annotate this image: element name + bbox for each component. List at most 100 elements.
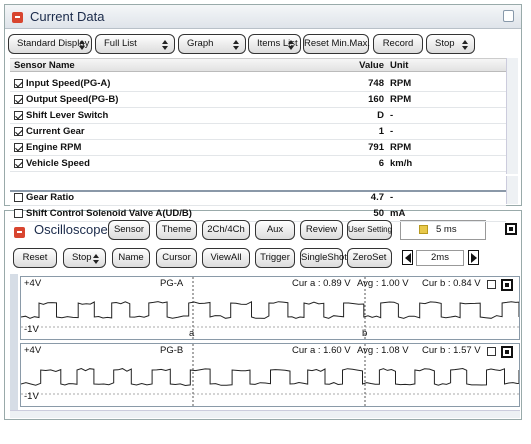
sensor-unit: RPM [390, 78, 412, 89]
channel-name: PG-A [160, 278, 184, 289]
toolbar-button[interactable]: User Setting [347, 220, 392, 240]
sensor-name: Output Speed(PG-B) [26, 94, 119, 105]
toolbar-button[interactable]: ViewAll [202, 248, 250, 268]
cursor-b-value: Cur b : 0.84 V [422, 278, 481, 289]
toolbar-button[interactable]: Sensor [108, 220, 150, 240]
side-tab [10, 274, 18, 410]
sensor-name: Shift Lever Switch [26, 110, 109, 121]
toolbar-button[interactable]: Stop [63, 248, 106, 268]
channel-name: PG-B [160, 345, 184, 356]
toolbar-button[interactable]: Items List [248, 34, 301, 54]
row [10, 92, 506, 108]
toolbar-button[interactable]: Name [112, 248, 150, 268]
sensor-name: Current Gear [26, 126, 85, 137]
row [10, 124, 506, 140]
timebase-label: 2ms [431, 252, 449, 263]
panel-toggle[interactable] [503, 10, 514, 22]
row [10, 156, 506, 172]
sensor-name: Gear Ratio [26, 192, 75, 203]
toolbar-button[interactable]: Full List [95, 34, 175, 54]
cursor-label: b [362, 328, 368, 339]
waveform-area [21, 277, 519, 339]
toolbar-button[interactable]: Review [300, 220, 343, 240]
sensor-value: 50 [373, 208, 384, 219]
time-label: 5 ms [436, 224, 457, 235]
prev-button[interactable] [402, 250, 413, 265]
toolbar-button[interactable]: SingleShot [300, 248, 347, 268]
waveform [21, 367, 519, 387]
sensor-name: Shift Control Solenoid Valve A(UD/B) [26, 208, 192, 219]
checkbox[interactable] [14, 127, 23, 136]
toolbar-button[interactable]: Stop [426, 34, 475, 54]
current-data-header [5, 5, 521, 29]
sensor-value: D [377, 110, 384, 121]
panel-icon [14, 227, 25, 238]
sensor-value: 791 [368, 142, 384, 153]
row [10, 140, 506, 156]
column-header: Sensor Name [14, 60, 75, 71]
scrollbar[interactable] [506, 176, 518, 204]
sensor-unit: mA [390, 208, 406, 219]
stop-square[interactable] [505, 223, 517, 235]
toolbar-button[interactable]: Reset [13, 248, 57, 268]
toolbar-button[interactable]: Trigger [255, 248, 295, 268]
checkbox[interactable] [14, 143, 23, 152]
cursor-a-value: Cur a : 0.89 V [292, 278, 351, 289]
checkbox[interactable] [14, 159, 23, 168]
checkbox[interactable] [14, 209, 23, 218]
sensor-value: 6 [378, 158, 384, 169]
toolbar-button[interactable]: Aux [255, 220, 295, 240]
sensor-unit: - [390, 192, 394, 203]
row [10, 76, 506, 92]
sensor-name: Input Speed(PG-A) [26, 78, 111, 89]
toolbar-button[interactable]: Theme [156, 220, 197, 240]
scrollbar[interactable] [506, 58, 518, 174]
sensor-unit: - [390, 126, 394, 137]
average-value: Avg : 1.08 V [357, 345, 409, 356]
cursor-label: a [189, 328, 195, 339]
sensor-unit: - [390, 110, 394, 121]
sensor-value: 1 [378, 126, 384, 137]
scope-channel [20, 276, 520, 340]
table-header [10, 58, 506, 72]
toolbar-button[interactable]: 2Ch/4Ch [202, 220, 250, 240]
next-button[interactable] [468, 250, 479, 265]
sensor-unit: km/h [390, 158, 413, 169]
checkbox[interactable] [14, 95, 23, 104]
channel-stop[interactable] [501, 346, 513, 358]
toolbar-button[interactable]: Graph [178, 34, 246, 54]
timebase-box [416, 250, 464, 266]
sensor-name: Engine RPM [26, 142, 82, 153]
checkbox[interactable] [14, 79, 23, 88]
time-icon [419, 225, 428, 234]
column-header: Unit [390, 60, 409, 71]
sensor-unit: RPM [390, 142, 412, 153]
channel-max: +4V [24, 345, 42, 356]
row [10, 190, 506, 206]
toolbar-button[interactable]: ZeroSet [347, 248, 392, 268]
channel-max: +4V [24, 278, 42, 289]
panel-title: Current Data [30, 9, 105, 24]
channel-stop[interactable] [501, 279, 513, 291]
sensor-name: Vehicle Speed [26, 158, 90, 169]
panel-title: Oscilloscope [34, 222, 108, 237]
cursor-a-value: Cur a : 1.60 V [292, 345, 351, 356]
sensor-value: 4.7 [370, 192, 384, 203]
toolbar-button[interactable]: Cursor [156, 248, 197, 268]
toolbar-button[interactable]: Record [373, 34, 423, 54]
sensor-value: 748 [368, 78, 384, 89]
cursor-b-value: Cur b : 1.57 V [422, 345, 481, 356]
sensor-unit: RPM [390, 94, 412, 105]
average-value: Avg : 1.00 V [357, 278, 409, 289]
channel-min: -1V [24, 391, 39, 402]
toolbar-button[interactable]: Standard Display [8, 34, 92, 54]
channel-checkbox[interactable] [487, 280, 496, 289]
channel-checkbox[interactable] [487, 347, 496, 356]
scrollbar[interactable] [10, 410, 520, 418]
checkbox[interactable] [14, 111, 23, 120]
checkbox[interactable] [14, 193, 23, 202]
row [10, 108, 506, 124]
toolbar-button[interactable]: Reset Min.Max. [303, 34, 370, 54]
panel-icon [12, 12, 23, 23]
